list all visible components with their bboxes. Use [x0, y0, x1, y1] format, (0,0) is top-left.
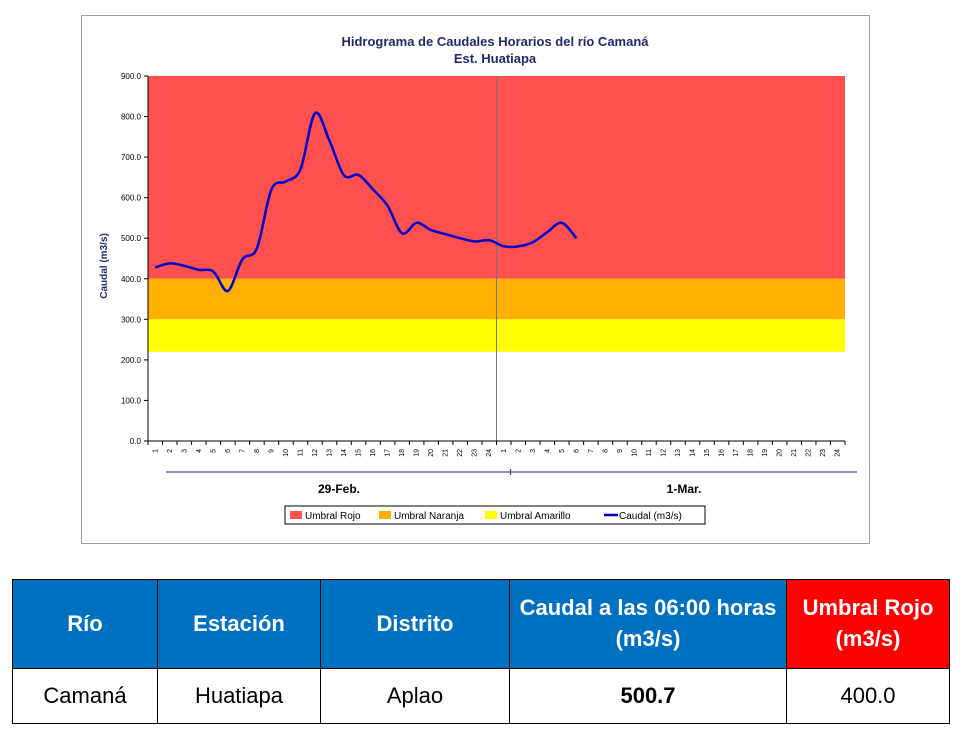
- x-tick-label: 8: [254, 449, 261, 453]
- cell-umbral-rojo: 400.0: [786, 668, 950, 724]
- x-tick-label: 3: [530, 449, 537, 453]
- hydrograph-chart: Hidrograma de Caudales Horarios del río …: [99, 34, 857, 525]
- x-tick-label: 6: [573, 449, 580, 453]
- x-tick-label: 20: [777, 449, 784, 457]
- x-tick-label: 18: [399, 449, 406, 457]
- x-tick-label: 6: [225, 449, 232, 453]
- summary-table: Río Estación Distrito Caudal a las 06:00…: [12, 579, 950, 724]
- y-tick-label: 900.0: [121, 72, 142, 81]
- chart-subtitle: Est. Huatiapa: [454, 51, 537, 66]
- header-caudal: Caudal a las 06:00 horas (m3/s): [509, 579, 787, 669]
- x-tick-label: 5: [210, 449, 217, 453]
- x-tick-label: 15: [704, 449, 711, 457]
- summary-data-row: Camaná Huatiapa Aplao 500.7 400.0: [12, 668, 950, 724]
- x-tick-label: 22: [457, 449, 464, 457]
- x-tick-label: 19: [762, 449, 769, 457]
- x-tick-label: 2: [515, 449, 522, 453]
- x-tick-label: 15: [356, 449, 363, 457]
- legend-label: Umbral Rojo: [305, 511, 361, 522]
- x-tick-label: 5: [559, 449, 566, 453]
- cell-distrito: Aplao: [320, 668, 510, 724]
- x-tick-label: 21: [791, 449, 798, 457]
- x-tick-label: 3: [181, 449, 188, 453]
- x-tick-label: 24: [835, 449, 842, 457]
- x-tick-label: 24: [486, 449, 493, 457]
- cell-rio: Camaná: [12, 668, 158, 724]
- x-tick-label: 13: [675, 449, 682, 457]
- x-tick-label: 20: [428, 449, 435, 457]
- cell-caudal: 500.7: [509, 668, 787, 724]
- x-tick-label: 1: [152, 449, 159, 453]
- y-tick-label: 300.0: [121, 315, 142, 324]
- series-line-0: [154, 111, 578, 293]
- header-umbral-rojo: Umbral Rojo (m3/s): [786, 579, 950, 669]
- x-tick-label: 9: [268, 449, 275, 453]
- x-tick-label: 12: [312, 449, 319, 457]
- x-tick-label: 1: [501, 449, 508, 453]
- y-tick-label: 200.0: [121, 356, 142, 365]
- day-label: 29-Feb.: [318, 482, 360, 496]
- x-tick-label: 14: [341, 449, 348, 457]
- x-tick-label: 22: [806, 449, 813, 457]
- y-tick-label: 600.0: [121, 194, 142, 203]
- legend-swatch: [290, 511, 302, 519]
- x-tick-label: 14: [690, 449, 697, 457]
- x-tick-label: 13: [327, 449, 334, 457]
- x-tick-label: 2: [167, 449, 174, 453]
- cell-estacion: Huatiapa: [157, 668, 321, 724]
- x-tick-label: 7: [588, 449, 595, 453]
- x-tick-label: 12: [660, 449, 667, 457]
- x-tick-label: 10: [283, 449, 290, 457]
- header-estacion: Estación: [157, 579, 321, 669]
- x-tick-label: 8: [602, 449, 609, 453]
- header-rio: Río: [12, 579, 158, 669]
- y-tick-label: 800.0: [121, 113, 142, 122]
- x-tick-label: 21: [443, 449, 450, 457]
- x-tick-label: 4: [544, 449, 551, 453]
- x-tick-label: 11: [297, 449, 304, 456]
- day-label: 1-Mar.: [667, 482, 702, 496]
- x-tick-label: 10: [631, 449, 638, 457]
- x-tick-label: 16: [719, 449, 726, 457]
- legend-label: Caudal (m3/s): [619, 511, 682, 522]
- x-tick-label: 11: [646, 449, 653, 456]
- x-tick-label: 18: [748, 449, 755, 457]
- legend-swatch: [379, 511, 391, 519]
- x-tick-label: 9: [617, 449, 624, 453]
- y-tick-label: 100.0: [121, 396, 142, 405]
- x-tick-label: 7: [239, 449, 246, 453]
- x-tick-label: 19: [414, 449, 421, 457]
- legend-swatch: [485, 511, 497, 519]
- x-tick-label: 23: [820, 449, 827, 457]
- header-distrito: Distrito: [320, 579, 510, 669]
- y-axis-label: Caudal (m3/s): [99, 233, 110, 299]
- chart-frame: Hidrograma de Caudales Horarios del río …: [81, 15, 870, 544]
- x-tick-label: 17: [385, 449, 392, 457]
- y-tick-label: 400.0: [121, 275, 142, 284]
- y-tick-label: 700.0: [121, 153, 142, 162]
- x-tick-label: 16: [370, 449, 377, 457]
- y-tick-label: 0.0: [130, 437, 142, 446]
- summary-header-row: Río Estación Distrito Caudal a las 06:00…: [12, 579, 950, 669]
- x-tick-label: 23: [472, 449, 479, 457]
- legend-label: Umbral Amarillo: [500, 511, 571, 522]
- chart-title: Hidrograma de Caudales Horarios del río …: [341, 34, 649, 49]
- x-tick-label: 17: [733, 449, 740, 457]
- legend-label: Umbral Naranja: [394, 511, 464, 522]
- x-tick-label: 4: [196, 449, 203, 453]
- y-tick-label: 500.0: [121, 234, 142, 243]
